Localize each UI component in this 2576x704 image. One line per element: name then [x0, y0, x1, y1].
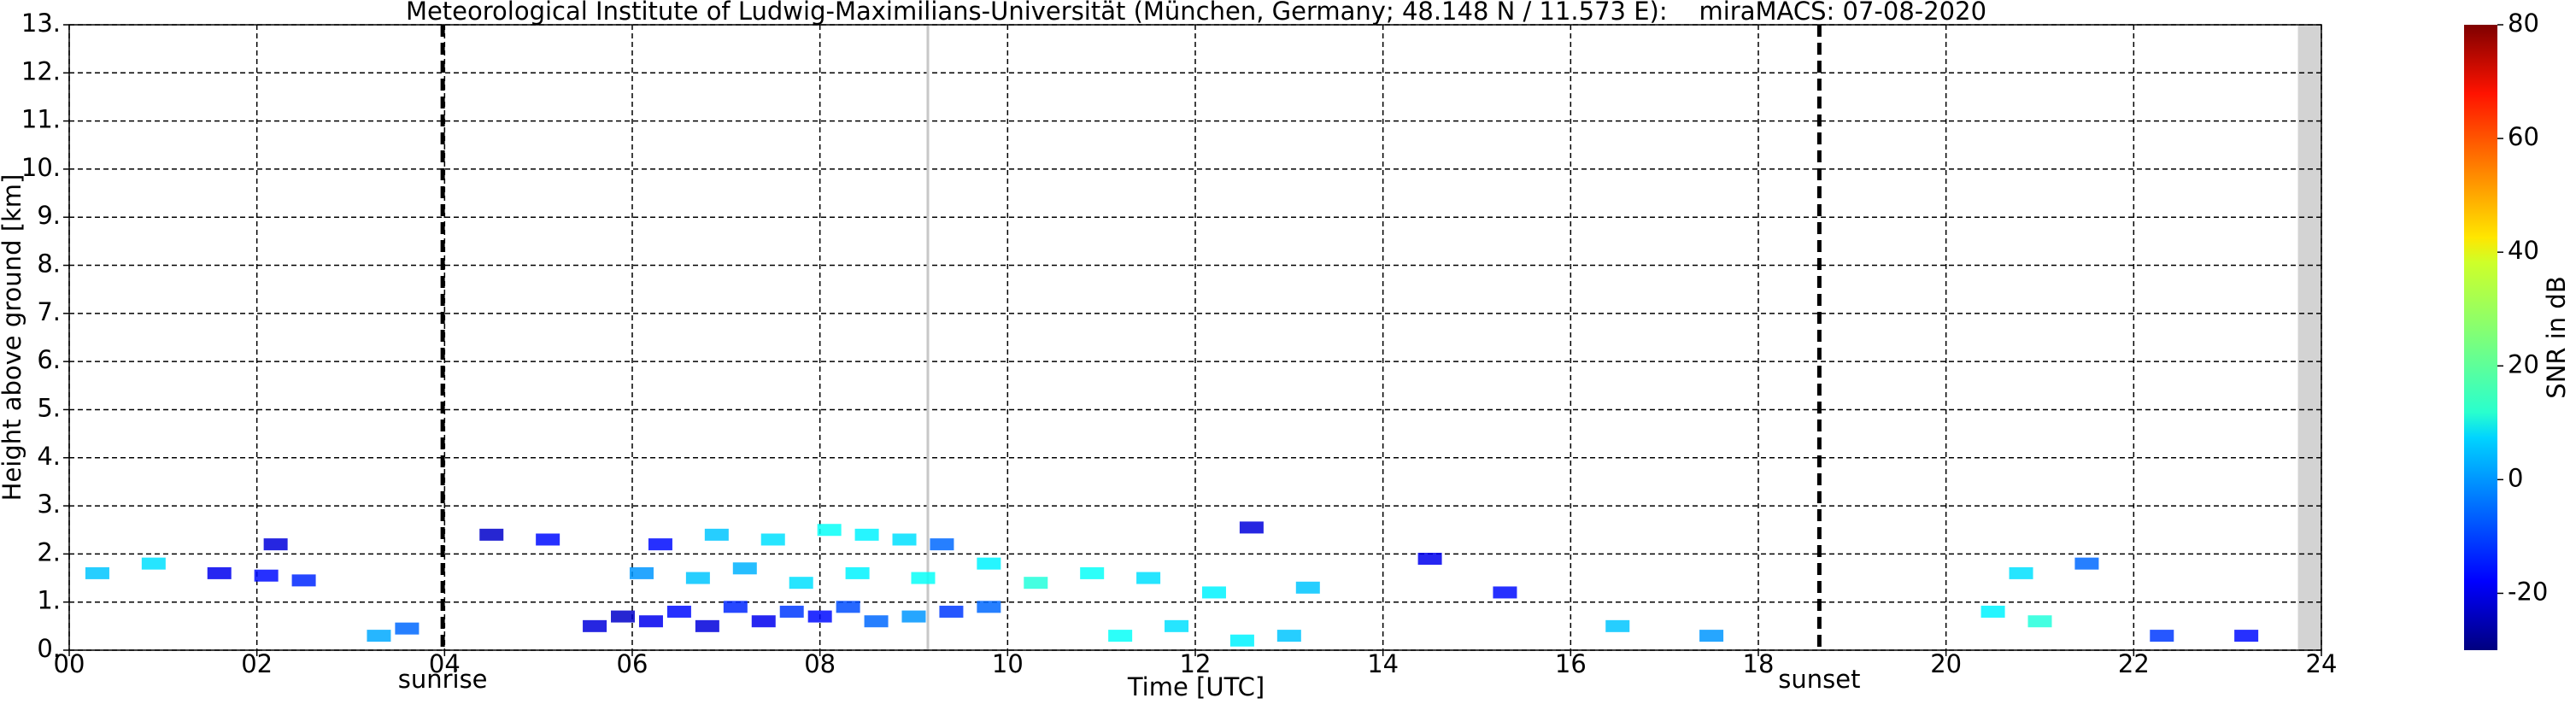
- echo-patch: [901, 610, 926, 623]
- y-tick-label: 6.: [37, 345, 61, 374]
- echo-patch: [845, 566, 870, 579]
- y-tick-label: 2.: [37, 537, 61, 566]
- echo-patch: [611, 610, 636, 623]
- y-tick-label: 1.: [37, 586, 61, 615]
- y-tick-label: 5.: [37, 393, 61, 422]
- x-axis-label: Time [UTC]: [1127, 672, 1265, 701]
- plot-frame: [68, 24, 2322, 651]
- y-tick-label: 7.: [37, 297, 61, 326]
- echo-patch: [1239, 521, 1264, 534]
- echo-patch: [479, 528, 504, 541]
- echo-patch: [930, 538, 954, 551]
- colorbar-tick-label: 40: [2508, 236, 2539, 265]
- y-tick-label: 4.: [37, 442, 61, 471]
- y-axis-label: Height above ground [km]: [0, 174, 26, 502]
- echo-patch: [854, 528, 879, 541]
- y-tick-label: 0.: [37, 634, 61, 663]
- echo-patch: [911, 572, 936, 584]
- echo-patch: [836, 601, 860, 613]
- echo-patch: [1276, 630, 1301, 642]
- echo-patch: [1699, 630, 1724, 642]
- colorbar-tick-label: 80: [2508, 9, 2539, 38]
- y-tick-label: 11.: [21, 105, 61, 134]
- echo-patch: [254, 569, 279, 582]
- echo-patch: [85, 566, 109, 579]
- y-tick-label: 9.: [37, 201, 61, 230]
- echo-patch: [638, 615, 663, 628]
- echo-patch: [1024, 577, 1048, 590]
- echo-patch: [1136, 572, 1161, 584]
- echo-patch: [2027, 615, 2052, 628]
- echo-patch: [704, 528, 729, 541]
- echo-patch: [2150, 630, 2174, 642]
- y-tick-label: 3.: [37, 490, 61, 519]
- echo-patch: [892, 533, 917, 546]
- echo-patch: [1080, 566, 1105, 579]
- echo-patch: [141, 557, 166, 570]
- echo-patch: [263, 538, 288, 551]
- colorbar-tick-label: -20: [2508, 577, 2548, 606]
- echo-patch: [207, 566, 232, 579]
- echo-patch: [2074, 557, 2099, 570]
- colorbar-tick-label: 20: [2508, 349, 2539, 378]
- y-tick-label: 12.: [21, 56, 61, 85]
- echo-patch: [395, 622, 420, 635]
- echo-patch: [367, 630, 391, 642]
- echo-patch: [2009, 566, 2033, 579]
- echo-patch: [817, 524, 842, 537]
- echo-patch: [1605, 619, 1630, 632]
- echo-patch: [1493, 586, 1517, 599]
- echo-patch: [685, 572, 710, 584]
- echo-patch: [1417, 553, 1442, 566]
- echo-patch: [1980, 605, 2005, 618]
- echo-patch: [751, 615, 776, 628]
- echo-patch: [583, 619, 607, 632]
- echo-patch: [760, 533, 785, 546]
- echo-patch: [695, 619, 719, 632]
- echo-patch: [977, 557, 1001, 570]
- echo-patch: [723, 601, 748, 613]
- echo-patch: [807, 610, 832, 623]
- echo-patch: [1295, 581, 1320, 594]
- y-tick-label: 8.: [37, 249, 61, 279]
- echo-patch: [1108, 630, 1133, 642]
- y-tick-label: 10.: [21, 153, 61, 182]
- echo-patch: [1165, 619, 1189, 632]
- echo-patch: [789, 577, 813, 590]
- colorbar-tick-label: 0: [2508, 463, 2523, 492]
- annotation-label: sunset: [1778, 665, 1860, 694]
- colorbar: [2464, 25, 2497, 650]
- no-data-region: [2297, 25, 2321, 650]
- echo-patch: [666, 605, 691, 618]
- echo-patch: [977, 601, 1001, 613]
- echo-patch: [1229, 634, 1254, 647]
- echo-patch: [536, 533, 560, 546]
- echo-patch: [2234, 630, 2259, 642]
- chart-title: Meteorological Institute of Ludwig-Maxim…: [406, 0, 1986, 26]
- y-tick-label: 13.: [21, 9, 61, 38]
- colorbar-tick-label: 60: [2508, 122, 2539, 151]
- echo-patch: [779, 605, 804, 618]
- colorbar-label: SNR in dB: [2542, 276, 2571, 398]
- echo-patch: [939, 605, 964, 618]
- echo-patch: [629, 566, 654, 579]
- echo-patch: [648, 538, 672, 551]
- echo-patch: [864, 615, 889, 628]
- echo-patch: [732, 562, 757, 575]
- echo-patch: [291, 574, 316, 587]
- annotation-label: sunrise: [398, 665, 488, 694]
- echo-patch: [1201, 586, 1226, 599]
